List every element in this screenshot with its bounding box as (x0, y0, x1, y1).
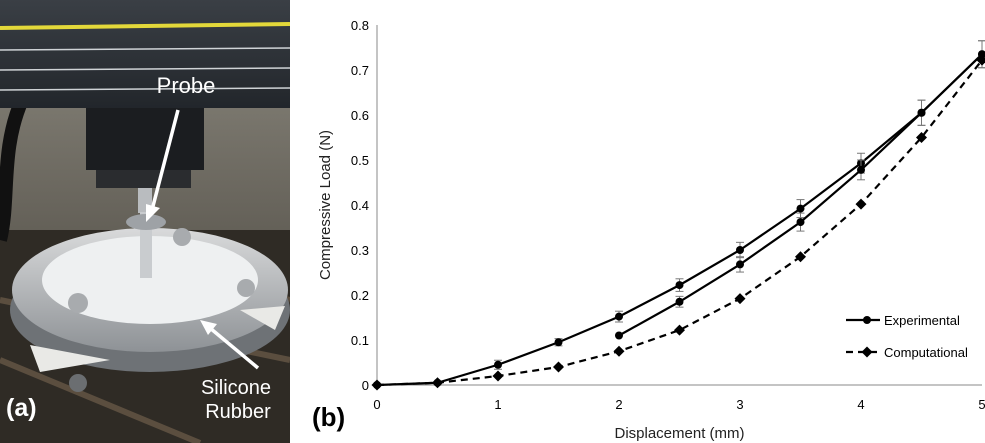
data-point-diamond (371, 379, 383, 391)
data-point-circle (796, 218, 805, 227)
data-point-circle (554, 338, 563, 347)
data-point-diamond (976, 54, 985, 66)
machine-head (0, 0, 290, 108)
data-point-circle (675, 281, 684, 290)
panel-a-label: (a) (6, 394, 37, 422)
cable (0, 97, 29, 242)
chart-axes: 0 1 2 3 4 5 0 0.1 0.2 0.3 0.4 0.5 0.6 0.7 0.8 (351, 18, 985, 412)
x-tick-label: 0 (373, 397, 380, 412)
data-point-diamond (674, 324, 685, 336)
rubber-label-line1: Silicone (201, 377, 271, 399)
data-point-diamond (855, 198, 867, 210)
data-point-circle (736, 260, 744, 269)
silicone-rubber-sample (42, 236, 258, 324)
panel-b-label: (b) (312, 402, 346, 432)
data-point-diamond (734, 293, 746, 305)
chart-series (371, 40, 985, 391)
setup-photo-illustration: Probe Silicone Rubber (a) (0, 0, 290, 443)
y-tick-label: 0.8 (351, 18, 369, 33)
x-axis-title: Displacement (mm) (614, 425, 744, 442)
data-point-circle (615, 312, 623, 321)
data-point-diamond (492, 370, 504, 382)
data-point-circle (863, 316, 871, 324)
y-axis-title: Compressive Load (N) (317, 130, 334, 280)
data-point-circle (615, 331, 623, 340)
y-tick-label: 0.4 (351, 198, 369, 213)
chart-panel: 0 1 2 3 4 5 0 0.1 0.2 0.3 0.4 0.5 0.6 0.7 0.8 Experime… (300, 0, 985, 443)
rubber-label-line2: Rubber (205, 401, 271, 423)
x-tick-label: 3 (736, 397, 743, 412)
series-line (376, 59, 983, 387)
data-point-diamond (795, 251, 806, 263)
data-point-circle (675, 297, 684, 306)
y-tick-label: 0.1 (351, 333, 369, 348)
legend-label: Experimental (884, 313, 960, 328)
chart-legend: Experimental Computational (846, 313, 968, 360)
y-tick-label: 0.6 (351, 108, 369, 123)
data-point-diamond (916, 132, 927, 143)
data-point-diamond (432, 377, 443, 389)
setup-photo: Probe Silicone Rubber (a) (0, 0, 290, 443)
probe-holder (86, 108, 204, 170)
probe-label: Probe (157, 73, 216, 98)
x-tick-label: 5 (978, 397, 985, 412)
x-tick-label: 4 (857, 397, 864, 412)
load-displacement-chart: 0 1 2 3 4 5 0 0.1 0.2 0.3 0.4 0.5 0.6 0.7 0.8 Experime… (317, 18, 985, 442)
y-tick-label: 0.7 (351, 63, 369, 78)
data-point-diamond (613, 345, 625, 357)
y-tick-label: 0.2 (351, 288, 369, 303)
data-point-circle (857, 165, 865, 174)
x-tick-label: 1 (494, 397, 501, 412)
x-tick-label: 2 (615, 397, 622, 412)
y-tick-label: 0 (362, 378, 369, 393)
y-tick-label: 0.3 (351, 243, 369, 258)
data-point-circle (736, 246, 744, 254)
series-line (618, 53, 983, 337)
legend-label: Computational (884, 345, 968, 360)
data-point-diamond (553, 361, 564, 373)
series-experimental-unloading (615, 40, 985, 340)
series-experimental (373, 40, 985, 389)
series-computational (371, 54, 985, 391)
y-tick-label: 0.5 (351, 153, 369, 168)
data-point-circle (796, 204, 805, 213)
data-point-diamond (861, 346, 873, 358)
data-point-circle (494, 360, 502, 369)
data-point-circle (917, 108, 926, 117)
